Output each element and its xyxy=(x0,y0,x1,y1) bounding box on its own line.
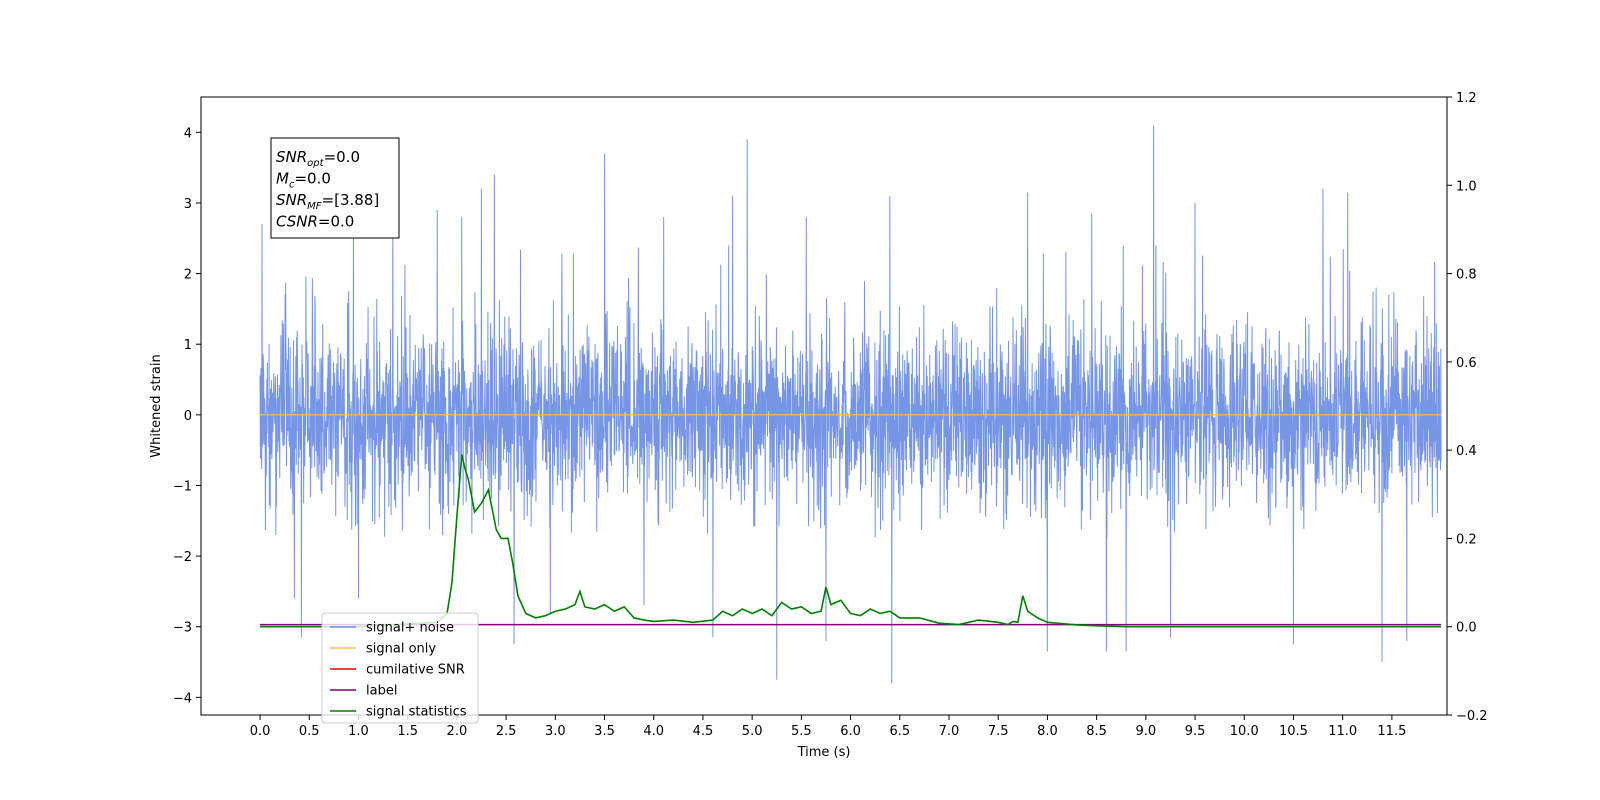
stats-subscript: MF xyxy=(307,201,322,212)
x-tick-label: 2.0 xyxy=(447,724,468,739)
y-right-tick-label: 1.0 xyxy=(1456,179,1477,194)
x-tick-label: 5.5 xyxy=(791,724,812,739)
x-tick-label: 4.5 xyxy=(693,724,714,739)
legend-label: cumilative SNR xyxy=(366,663,465,678)
x-tick-label: 2.5 xyxy=(496,724,517,739)
y-right-tick-label: 0.8 xyxy=(1456,268,1477,283)
y-right-tick-label: 0.2 xyxy=(1456,532,1477,547)
x-tick-label: 3.5 xyxy=(594,724,615,739)
series-signal-noise-line xyxy=(259,125,1442,684)
y-right-tick-label: −0.2 xyxy=(1456,709,1488,724)
stats-line: Mc=0.0 xyxy=(276,170,331,191)
stats-subscript: opt xyxy=(307,158,324,169)
y-left-tick-label: −4 xyxy=(173,691,192,706)
x-tick-label: 9.5 xyxy=(1185,724,1206,739)
stats-line: SNRopt=0.0 xyxy=(276,148,360,169)
legend-label: signal only xyxy=(366,642,436,657)
series-signal-statistics-line xyxy=(260,454,1442,628)
stats-value: =[3.88] xyxy=(322,191,380,209)
stats-line: SNRMF=[3.88] xyxy=(276,191,379,212)
y-axis-right-ticks: −0.2 0.0 0.2 0.4 0.6 0.8 1.0 1.2 xyxy=(1447,91,1488,724)
y-left-tick-label: 4 xyxy=(184,126,192,141)
stats-box-frame xyxy=(270,137,400,239)
x-tick-label: 6.5 xyxy=(889,724,910,739)
x-tick-label: 11.5 xyxy=(1377,724,1406,739)
stats-symbol: SNR xyxy=(276,148,307,166)
y-right-tick-label: 0.0 xyxy=(1456,621,1477,636)
stats-symbol: M xyxy=(276,170,289,188)
y-left-tick-label: −2 xyxy=(173,550,192,565)
plot-frame xyxy=(200,96,1448,716)
x-tick-label: 11.0 xyxy=(1328,724,1357,739)
x-tick-label: 10.5 xyxy=(1279,724,1308,739)
stats-subscript: c xyxy=(289,180,295,191)
x-axis-ticks: 0.0 0.5 1.0 1.5 2.0 2.5 3.0 3.5 4.0 4.5 5.0 5.5 6.0 6… xyxy=(250,715,1406,739)
legend: signal+ noise signal only cumilative SNR la… xyxy=(321,612,479,724)
y-left-tick-label: 0 xyxy=(184,409,192,424)
x-tick-label: 7.0 xyxy=(939,724,960,739)
legend-label: label xyxy=(366,684,397,699)
y-right-tick-label: 0.6 xyxy=(1456,356,1477,371)
x-tick-label: 5.0 xyxy=(742,724,763,739)
y-right-tick-label: 0.4 xyxy=(1456,444,1477,459)
y-axis-label: Whitened strain xyxy=(149,354,164,457)
x-tick-label: 4.0 xyxy=(643,724,664,739)
y-left-tick-label: 1 xyxy=(184,338,192,353)
x-axis-label: Time (s) xyxy=(797,745,851,760)
y-axis-left-ticks: −4 −3 −2 −1 0 1 2 3 4 xyxy=(173,126,201,706)
x-tick-label: 10.0 xyxy=(1230,724,1259,739)
x-tick-label: 8.5 xyxy=(1086,724,1107,739)
x-tick-label: 6.0 xyxy=(840,724,861,739)
x-tick-label: 1.5 xyxy=(397,724,418,739)
y-left-tick-label: 3 xyxy=(184,197,192,212)
y-left-tick-label: 2 xyxy=(184,268,192,283)
stats-value: =0.0 xyxy=(324,148,360,166)
legend-label: signal+ noise xyxy=(366,621,454,636)
x-tick-label: 9.0 xyxy=(1135,724,1156,739)
x-tick-label: 0.5 xyxy=(299,724,320,739)
x-tick-label: 0.0 xyxy=(250,724,271,739)
legend-frame xyxy=(321,612,479,724)
x-tick-label: 3.0 xyxy=(545,724,566,739)
y-left-tick-label: −1 xyxy=(173,479,192,494)
x-tick-label: 1.0 xyxy=(348,724,369,739)
stats-symbol: SNR xyxy=(276,191,307,209)
legend-label: signal statistics xyxy=(366,705,467,720)
stats-value: =0.0 xyxy=(294,170,330,188)
stats-line: CSNR=0.0 xyxy=(276,213,354,231)
x-tick-label: 7.5 xyxy=(988,724,1009,739)
stats-value: =0.0 xyxy=(318,213,354,231)
x-tick-label: 8.0 xyxy=(1037,724,1058,739)
y-right-tick-label: 1.2 xyxy=(1456,91,1477,106)
stats-symbol: CSNR xyxy=(276,213,318,231)
y-left-tick-label: −3 xyxy=(173,621,192,636)
